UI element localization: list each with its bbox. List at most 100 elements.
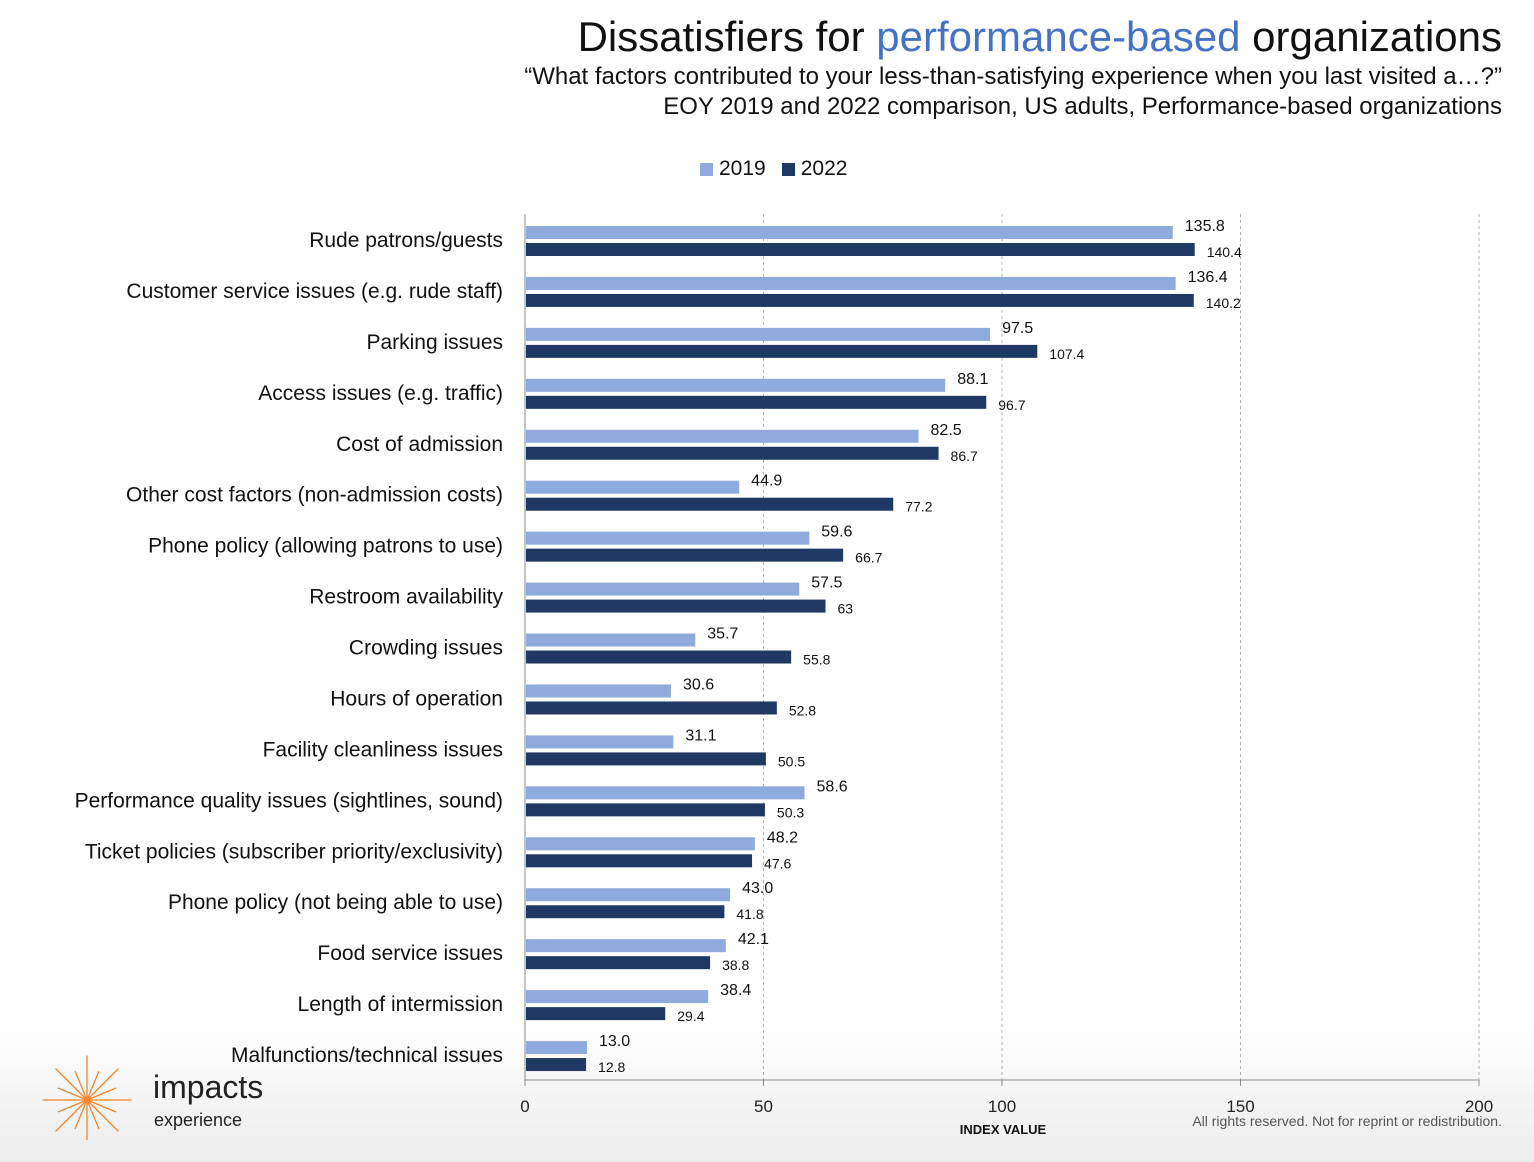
data-label-2019: 59.6 xyxy=(821,524,852,541)
data-label-2022: 47.6 xyxy=(764,855,791,871)
starburst-ray xyxy=(57,1087,88,1101)
category-label: Ticket policies (subscriber priority/exc… xyxy=(85,840,503,863)
category-label: Phone policy (not being able to use) xyxy=(168,891,503,914)
category-label: Rude patrons/guests xyxy=(309,229,503,252)
starburst-ray xyxy=(74,1070,88,1101)
data-label-2022: 50.3 xyxy=(777,804,804,820)
data-label-2022: 66.7 xyxy=(855,550,882,566)
data-label-2022: 107.4 xyxy=(1049,346,1084,362)
x-axis-title: INDEX VALUE xyxy=(960,1122,1047,1137)
bar-2019 xyxy=(526,276,1176,290)
legend-swatch-2022 xyxy=(781,162,795,176)
logo-wordmark: impacts xyxy=(153,1069,264,1105)
bar-2022 xyxy=(526,905,725,919)
bar-2019 xyxy=(526,226,1173,239)
grid-lines xyxy=(763,214,1480,1080)
bar-2019 xyxy=(526,633,696,647)
bar-2019 xyxy=(526,1041,588,1055)
data-label-2022: 12.8 xyxy=(598,1059,625,1075)
bar-2022 xyxy=(526,752,766,766)
bar-2022 xyxy=(526,548,844,562)
bar-2019 xyxy=(526,531,810,545)
starburst-ray xyxy=(55,1099,88,1132)
x-tick-label: 0 xyxy=(520,1097,529,1116)
bar-2022 xyxy=(526,243,1195,256)
data-label-2022: 96.7 xyxy=(998,397,1025,413)
category-label: Customer service issues (e.g. rude staff… xyxy=(126,280,503,303)
bar-2019 xyxy=(526,327,991,341)
x-tick-label: 150 xyxy=(1226,1097,1254,1116)
impacts-starburst-icon xyxy=(42,1055,132,1140)
bar-2019 xyxy=(526,684,671,698)
data-label-2019: 82.5 xyxy=(931,422,962,439)
data-label-2019: 31.1 xyxy=(685,727,716,744)
subtitle-description: EOY 2019 and 2022 comparison, US adults,… xyxy=(663,93,1502,120)
data-label-2019: 42.1 xyxy=(738,931,769,948)
starburst-ray xyxy=(86,1099,100,1130)
bar-2022 xyxy=(526,293,1194,307)
category-label: Crowding issues xyxy=(349,637,503,660)
starburst-ray xyxy=(74,1099,88,1130)
category-label: Hours of operation xyxy=(330,687,503,710)
data-label-2022: 41.8 xyxy=(736,906,763,922)
x-tick-label: 200 xyxy=(1465,1097,1493,1116)
category-label: Phone policy (allowing patrons to use) xyxy=(148,535,503,558)
copyright-footer: All rights reserved. Not for reprint or … xyxy=(1192,1113,1502,1129)
starburst-ray xyxy=(57,1099,88,1113)
category-label: Performance quality issues (sightlines, … xyxy=(75,789,503,812)
category-label: Facility cleanliness issues xyxy=(263,738,503,761)
starburst-ray xyxy=(86,1099,117,1113)
title-prefix: Dissatisfiers for xyxy=(577,13,877,60)
data-label-2019: 88.1 xyxy=(957,371,988,388)
data-label-2022: 38.8 xyxy=(722,957,749,973)
category-label: Malfunctions/technical issues xyxy=(231,1044,503,1067)
data-label-2022: 63 xyxy=(838,601,854,617)
bar-2022 xyxy=(526,650,792,664)
starburst-ray xyxy=(86,1087,117,1101)
category-label: Length of intermission xyxy=(298,993,503,1016)
bar-2022 xyxy=(526,1007,666,1021)
legend-label-2022: 2022 xyxy=(800,157,848,180)
starburst-ray xyxy=(86,1068,119,1101)
data-label-2022: 50.5 xyxy=(778,753,805,769)
category-label: Parking issues xyxy=(366,331,503,354)
starburst-ray xyxy=(86,1099,119,1132)
data-label-2019: 97.5 xyxy=(1002,320,1033,337)
bar-2022 xyxy=(526,854,753,868)
labels: Rude patrons/guests 135.8 140.4 Customer se… xyxy=(75,218,1242,1075)
axes: 0 50 100 150 200 INDEX VALUE xyxy=(520,214,1493,1137)
data-label-2019: 136.4 xyxy=(1188,269,1228,286)
bar-2022 xyxy=(526,497,894,511)
data-label-2019: 30.6 xyxy=(683,676,714,693)
category-label: Other cost factors (non-admission costs) xyxy=(126,484,503,507)
category-label: Cost of admission xyxy=(336,433,503,456)
title-highlight: performance-based xyxy=(876,13,1241,60)
legend: 2019 2022 xyxy=(700,157,847,181)
data-label-2022: 77.2 xyxy=(905,499,932,515)
data-label-2022: 140.2 xyxy=(1206,295,1241,311)
bar-2019 xyxy=(526,939,726,953)
bar-2019 xyxy=(526,888,731,902)
bar-2022 xyxy=(526,956,711,970)
data-label-2022: 55.8 xyxy=(803,652,830,668)
bar-2019 xyxy=(526,990,709,1004)
bar-2019 xyxy=(526,582,800,596)
data-label-2019: 13.0 xyxy=(599,1033,630,1050)
bars xyxy=(526,226,1195,1072)
subtitle-question: “What factors contributed to your less-t… xyxy=(524,63,1502,90)
data-label-2019: 48.2 xyxy=(767,829,798,846)
bar-2019 xyxy=(526,429,919,443)
data-label-2019: 35.7 xyxy=(707,626,738,643)
bar-2019 xyxy=(526,786,805,800)
legend-item-2019: 2019 xyxy=(700,157,766,181)
bar-2019 xyxy=(526,837,755,851)
data-label-2022: 140.4 xyxy=(1207,244,1242,260)
legend-swatch-2019 xyxy=(700,162,713,176)
bar-2019 xyxy=(526,735,674,749)
background-fade xyxy=(0,1022,1534,1162)
data-label-2019: 135.8 xyxy=(1185,218,1225,235)
data-label-2019: 57.5 xyxy=(811,575,842,592)
category-label: Restroom availability xyxy=(309,586,503,609)
chart-subtitle: “What factors contributed to your less-t… xyxy=(524,62,1502,122)
